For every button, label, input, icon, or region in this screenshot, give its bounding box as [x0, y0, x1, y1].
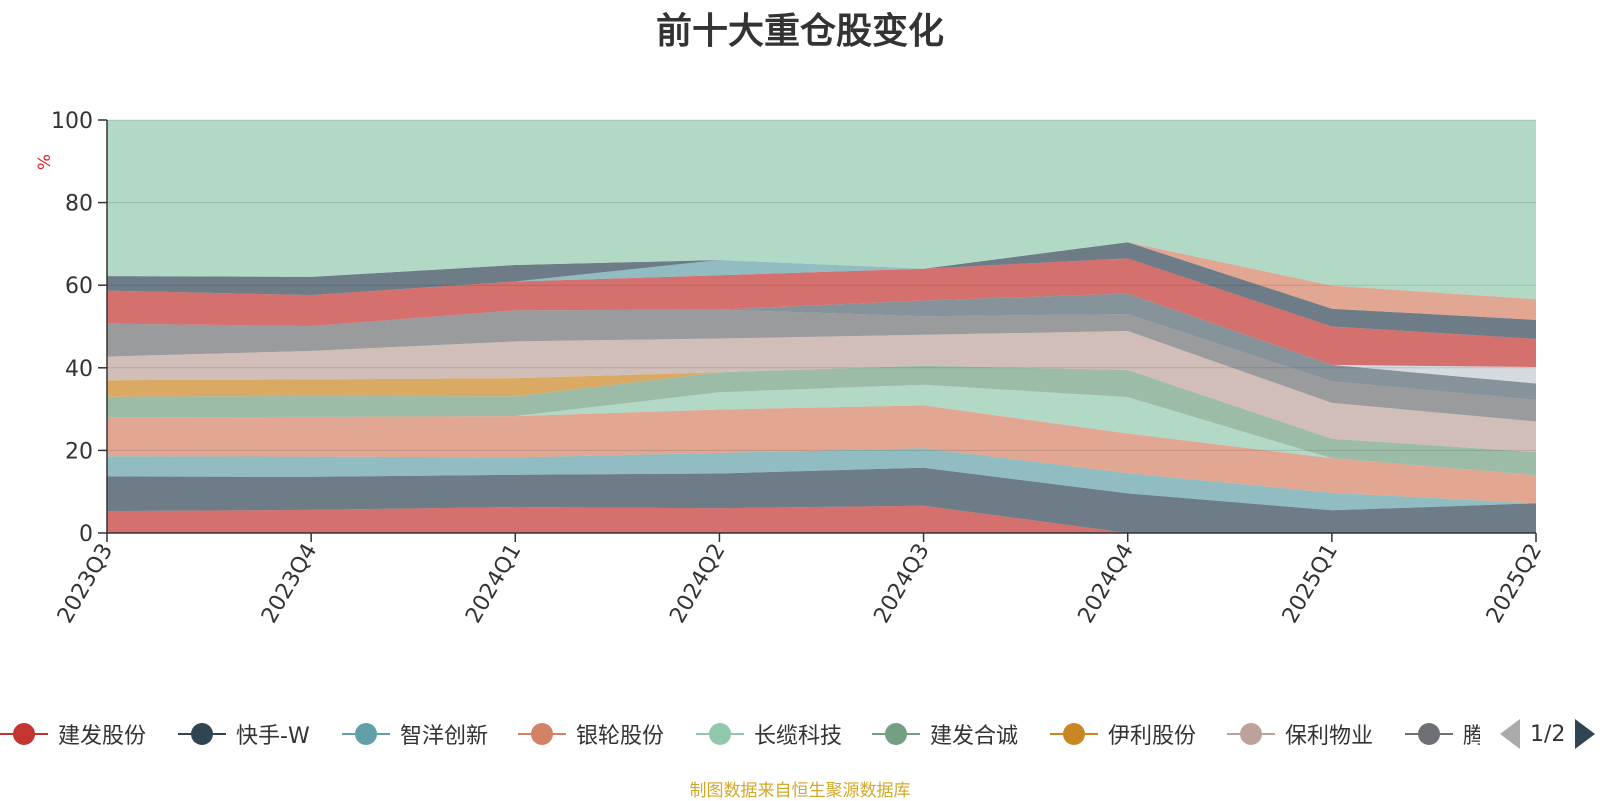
legend-item[interactable]: 建发股份 — [0, 712, 146, 756]
legend-pager: 1/2 — [1500, 712, 1596, 756]
legend-page-indicator: 1/2 — [1530, 721, 1566, 747]
y-tick-label: 40 — [65, 357, 93, 382]
legend-item[interactable]: 伊利股份 — [1050, 712, 1196, 756]
x-tick-label: 2024Q3 — [869, 540, 934, 628]
source-note: 制图数据来自恒生聚源数据库 — [689, 781, 911, 801]
y-tick-label: 80 — [65, 192, 93, 217]
legend-item[interactable]: 腾讯控股 — [1405, 712, 1480, 756]
legend-items-viewport: 建发股份 快手-W 智洋创新 银轮股份 长缆科技 建发合诚 伊利股份 保利物业 腾讯控股 — [0, 712, 1480, 756]
legend-label: 快手-W — [236, 724, 310, 749]
legend-next-page-icon[interactable] — [1575, 719, 1596, 749]
legend-symbol-icon — [178, 721, 226, 747]
legend-symbol-icon — [872, 721, 920, 747]
area-series-1 — [107, 467, 1536, 533]
area-series-layer — [107, 120, 1536, 533]
chart-title: 前十大重仓股变化 — [655, 11, 944, 52]
legend-item[interactable]: 建发合诚 — [872, 712, 1018, 756]
legend-item[interactable]: 智洋创新 — [342, 712, 488, 756]
legend-symbol-icon — [518, 721, 566, 747]
area-series-13 — [107, 242, 1536, 339]
x-tick-label: 2024Q1 — [461, 540, 526, 628]
area-series-9 — [107, 293, 1536, 400]
x-tick-label: 2025Q1 — [1278, 540, 1343, 628]
y-tick-label: 20 — [65, 439, 93, 464]
legend-symbol-icon — [0, 721, 48, 747]
legend-label: 腾讯控股 — [1463, 724, 1480, 749]
legend-label: 建发股份 — [58, 724, 147, 749]
x-tick-label: 2023Q4 — [257, 540, 322, 628]
area-series-6 — [107, 365, 1536, 453]
legend-label: 长缆科技 — [754, 724, 843, 749]
legend-label: 银轮股份 — [576, 724, 665, 749]
legend-item[interactable]: 快手-W — [178, 712, 310, 756]
area-series-7 — [107, 331, 1536, 453]
area-series-8 — [107, 309, 1536, 422]
legend-symbol-icon — [1227, 721, 1275, 747]
x-tick-label: 2024Q4 — [1074, 540, 1139, 628]
y-tick-label: 60 — [65, 274, 93, 299]
legend-symbol-icon — [1050, 721, 1098, 747]
legend: 建发股份 快手-W 智洋创新 银轮股份 长缆科技 建发合诚 伊利股份 保利物业 腾讯控股 — [0, 712, 1600, 756]
y-tick-label: 100 — [51, 109, 93, 134]
legend-label: 伊利股份 — [1108, 724, 1197, 749]
legend-symbol-icon — [696, 721, 744, 747]
area-series-3 — [107, 405, 1536, 504]
area-series-15 — [107, 120, 1536, 300]
y-axis-label: % — [35, 154, 55, 170]
area-series-5 — [107, 365, 1536, 476]
area-series-2 — [107, 448, 1536, 511]
legend-symbol-icon — [342, 721, 390, 747]
y-tick-label: 0 — [79, 522, 93, 547]
x-tick-label: 2023Q3 — [53, 540, 118, 628]
x-tick-label: 2024Q2 — [665, 540, 730, 628]
legend-label: 建发合诚 — [930, 724, 1019, 749]
legend-label: 智洋创新 — [400, 724, 489, 749]
grid-layer — [107, 119, 1536, 451]
legend-prev-page-icon[interactable] — [1500, 719, 1520, 749]
x-tick-label: 2025Q2 — [1482, 540, 1547, 628]
legend-item[interactable]: 银轮股份 — [518, 712, 664, 756]
legend-label: 保利物业 — [1285, 724, 1374, 749]
area-series-11 — [107, 258, 1536, 367]
legend-symbol-icon — [1405, 721, 1453, 747]
legend-item[interactable]: 保利物业 — [1227, 712, 1373, 756]
area-series-0 — [107, 505, 1536, 533]
area-series-14 — [107, 242, 1536, 320]
legend-item[interactable]: 长缆科技 — [696, 712, 842, 756]
area-series-4 — [107, 384, 1536, 476]
